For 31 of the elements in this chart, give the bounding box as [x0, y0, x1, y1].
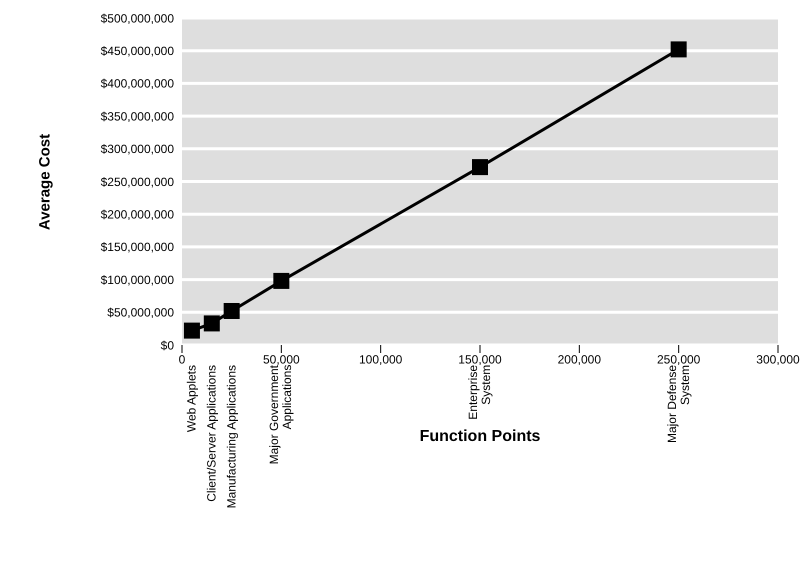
x-tick-label: 250,000: [656, 352, 701, 367]
text: Web Applets: [184, 365, 198, 432]
point: [670, 41, 687, 58]
text: Client/Server Applications: [204, 365, 218, 502]
y-tick-label: $300,000,000: [100, 142, 174, 156]
y-axis-title: Average Cost: [36, 134, 54, 230]
point: [184, 322, 200, 339]
x-tick-label: 150,000: [458, 352, 502, 367]
y-tick-label: $250,000,000: [100, 174, 174, 189]
x-tick-label: 100,000: [358, 352, 403, 367]
x-tick-label: 200,000: [558, 352, 602, 367]
y-tick-label: $400,000,000: [100, 76, 174, 91]
point: [204, 315, 220, 332]
point: [224, 302, 240, 319]
point: [472, 159, 488, 176]
x-axis-title: Function Points: [420, 428, 540, 446]
y-tick-label: $100,000,000: [100, 272, 174, 287]
y-tick-label: $350,000,000: [100, 109, 174, 124]
text: Major Government Applications: [267, 365, 294, 464]
text: Manufacturing Applications: [224, 365, 238, 508]
y-tick-label: $50,000,000: [107, 306, 174, 320]
x-tick-label: 300,000: [756, 352, 800, 367]
text: Major Defense System: [664, 365, 692, 444]
y-tick-label: $450,000,000: [100, 44, 174, 58]
y-tick-label: $150,000,000: [100, 240, 174, 254]
y-tick-label: $500,000,000: [100, 11, 174, 26]
text: Enterprise System: [466, 365, 493, 420]
y-tick-label: $200,000,000: [100, 207, 174, 222]
x-tick-label: 0: [178, 352, 186, 367]
point: [273, 272, 290, 289]
y-tick-label: $0: [160, 338, 174, 352]
